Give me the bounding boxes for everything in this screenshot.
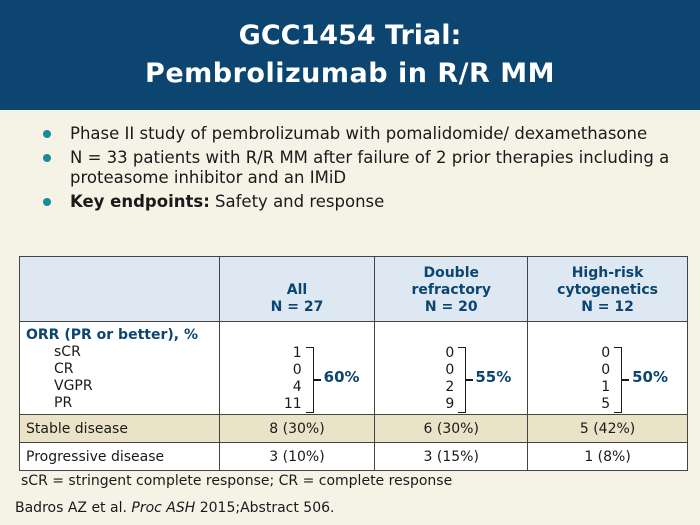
footnote: sCR = stringent complete response; CR = … bbox=[21, 473, 453, 489]
brace-icon bbox=[305, 347, 321, 413]
table-cell: 3 (15%) bbox=[374, 442, 529, 471]
orr-label-cell: ORR (PR or better), % sCR CR VGPR PR bbox=[19, 321, 220, 415]
brace-icon bbox=[614, 347, 630, 413]
bullet-item: Phase II study of pembrolizumab with pom… bbox=[40, 124, 680, 144]
orr-values-high-risk: 0 0 1 5 50% bbox=[527, 321, 688, 415]
orr-value: 2 bbox=[445, 379, 455, 395]
orr-value: 0 bbox=[445, 345, 455, 361]
citation: Badros AZ et al. Proc ASH 2015;Abstract … bbox=[15, 500, 334, 516]
orr-values-all: 1 0 4 11 60% bbox=[218, 321, 376, 415]
orr-sub-label: sCR bbox=[54, 344, 81, 360]
orr-sub-label: VGPR bbox=[54, 378, 93, 394]
orr-percent: 50% bbox=[632, 368, 669, 386]
bullet-list: Phase II study of pembrolizumab with pom… bbox=[40, 124, 680, 216]
table-cell: 1 (8%) bbox=[527, 442, 688, 471]
orr-value: 0 bbox=[445, 362, 455, 378]
table-cell: 6 (30%) bbox=[374, 414, 529, 443]
row-label: Stable disease bbox=[19, 414, 220, 443]
citation-journal: Proc ASH bbox=[131, 500, 196, 516]
bullet-dot-icon bbox=[43, 130, 51, 138]
slide-title-line1: GCC1454 Trial: bbox=[238, 20, 462, 51]
orr-value: 5 bbox=[601, 396, 611, 412]
header-line: Double bbox=[423, 265, 479, 281]
orr-sub-label: PR bbox=[54, 395, 73, 411]
bullet-dot-icon bbox=[43, 154, 51, 162]
orr-value: 11 bbox=[283, 396, 302, 412]
header-line: All bbox=[286, 282, 308, 298]
column-header-high-risk: High-risk cytogenetics N = 12 bbox=[527, 256, 688, 322]
header-line: cytogenetics bbox=[557, 282, 658, 298]
bullet-item: Key endpoints: Safety and response bbox=[40, 192, 680, 212]
orr-percent: 55% bbox=[475, 368, 512, 386]
orr-value: 0 bbox=[601, 362, 611, 378]
orr-percent: 60% bbox=[323, 368, 360, 386]
results-table: All N = 27 Double refractory N = 20 High… bbox=[19, 256, 688, 471]
orr-label: ORR (PR or better), % bbox=[26, 327, 198, 343]
orr-value: 0 bbox=[601, 345, 611, 361]
bullet-text: N = 33 patients with R/R MM after failur… bbox=[70, 148, 670, 187]
orr-value: 0 bbox=[292, 362, 302, 378]
table-cell: 3 (10%) bbox=[218, 442, 376, 471]
header-line: N = 20 bbox=[424, 299, 478, 315]
bullet-text: Phase II study of pembrolizumab with pom… bbox=[70, 124, 648, 143]
citation-rest: 2015;Abstract 506. bbox=[195, 500, 335, 516]
slide-title-line2: Pembrolizumab in R/R MM bbox=[145, 58, 555, 89]
table-row-progressive: Progressive disease 3 (10%) 3 (15%) 1 (8… bbox=[19, 442, 688, 471]
bullet-item: N = 33 patients with R/R MM after failur… bbox=[40, 148, 680, 188]
table-cell: 8 (30%) bbox=[218, 414, 376, 443]
table-header-row: All N = 27 Double refractory N = 20 High… bbox=[19, 256, 688, 322]
orr-sub-label: CR bbox=[54, 361, 74, 377]
brace-icon bbox=[458, 347, 474, 413]
orr-value: 1 bbox=[292, 345, 302, 361]
header-line: N = 12 bbox=[581, 299, 634, 315]
row-label: Progressive disease bbox=[19, 442, 220, 471]
table-row-orr: ORR (PR or better), % sCR CR VGPR PR 1 0… bbox=[19, 321, 688, 415]
header-empty-cell bbox=[19, 256, 220, 322]
table-row-stable: Stable disease 8 (30%) 6 (30%) 5 (42%) bbox=[19, 414, 688, 443]
bullet-bold-text: Key endpoints: bbox=[70, 192, 210, 211]
column-header-double-refractory: Double refractory N = 20 bbox=[374, 256, 529, 322]
orr-value: 1 bbox=[601, 379, 611, 395]
orr-value: 4 bbox=[292, 379, 302, 395]
citation-authors: Badros AZ et al. bbox=[15, 500, 132, 516]
header-line: High-risk bbox=[571, 265, 644, 281]
orr-values-double-refractory: 0 0 2 9 55% bbox=[374, 321, 529, 415]
slide-header: GCC1454 Trial: Pembrolizumab in R/R MM bbox=[0, 0, 700, 110]
header-line: N = 27 bbox=[270, 299, 324, 315]
bullet-text: Safety and response bbox=[209, 192, 385, 211]
table-cell: 5 (42%) bbox=[527, 414, 688, 443]
bullet-dot-icon bbox=[43, 198, 51, 206]
column-header-all: All N = 27 bbox=[218, 256, 376, 322]
header-line: refractory bbox=[411, 282, 491, 298]
orr-value: 9 bbox=[445, 396, 455, 412]
